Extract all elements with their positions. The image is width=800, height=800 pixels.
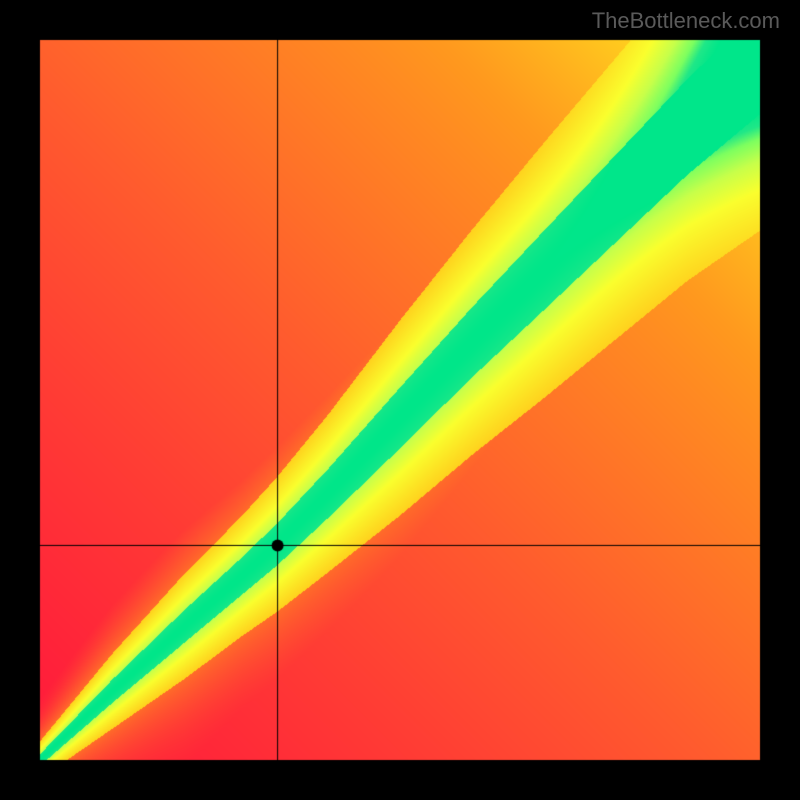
chart-container: TheBottleneck.com <box>0 0 800 800</box>
watermark-text: TheBottleneck.com <box>592 8 780 34</box>
heatmap-canvas <box>0 0 800 800</box>
